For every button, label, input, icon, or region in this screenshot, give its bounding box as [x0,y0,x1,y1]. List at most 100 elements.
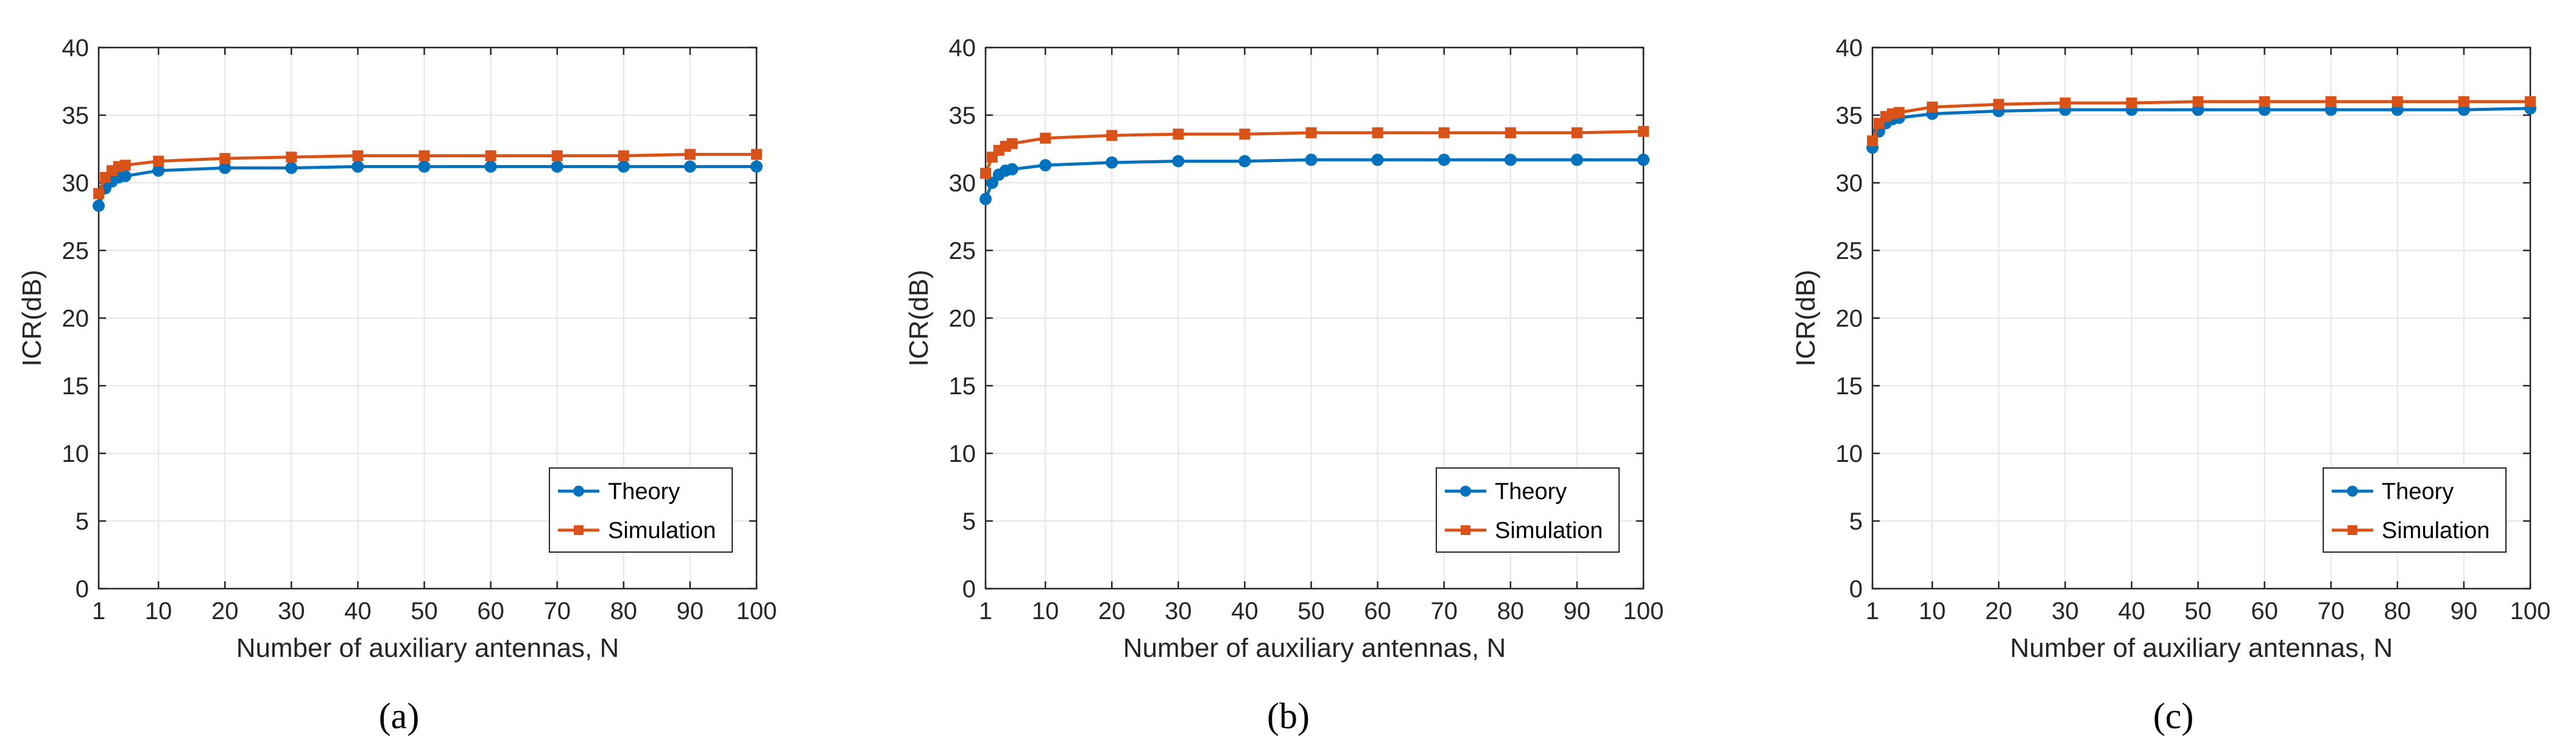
data-point-simulation [485,150,496,161]
panel-label: (a) [379,696,420,736]
data-point-simulation [153,155,164,167]
data-point-theory [418,160,431,173]
data-point-theory [1637,154,1650,166]
x-tick-label: 100 [2510,598,2551,625]
x-tick-label: 70 [2317,598,2345,625]
data-point-simulation [1372,127,1383,138]
data-point-simulation [1867,135,1878,147]
x-tick-label: 60 [477,598,504,625]
data-point-simulation [418,150,430,161]
y-axis-label: ICR(dB) [904,270,934,367]
data-point-theory [1172,155,1185,168]
data-point-simulation [119,160,131,171]
data-point-simulation [2391,96,2403,107]
x-axis-label: Number of auxiliary antennas, N [236,633,619,663]
y-tick-label: 35 [62,102,90,129]
x-tick-label: 40 [2118,598,2145,625]
y-tick-label: 25 [1836,238,1863,264]
x-tick-label: 10 [1919,598,1946,625]
x-tick-label: 30 [278,598,305,625]
legend-label-theory: Theory [1495,479,1567,505]
data-point-simulation [2192,96,2204,107]
data-point-simulation [551,150,563,161]
x-tick-label: 30 [1165,598,1192,625]
data-point-simulation [2059,97,2071,109]
y-tick-label: 30 [949,170,976,197]
panel-label: (b) [1267,696,1310,736]
y-tick-label: 20 [949,305,976,332]
chart-panel-b: 1 10 20 30 40 50 60 70 80 90 100 0 5 10 15 20 25 30 35 40 Nu… [904,35,1664,736]
x-tick-label: 80 [1497,598,1525,625]
legend-marker-theory [573,486,584,497]
x-tick-label: 100 [736,598,777,625]
legend-box [1436,467,1620,553]
data-point-simulation [1239,129,1251,140]
data-point-simulation [618,150,629,161]
x-tick-label: 50 [2184,598,2212,625]
data-point-simulation [751,149,762,160]
data-point-simulation [1040,132,1051,144]
y-tick-label: 25 [949,238,976,264]
y-axis-label: ICR(dB) [1791,270,1821,367]
data-point-simulation [2325,96,2337,107]
legend-label-theory: Theory [2382,479,2454,505]
data-point-theory [617,160,630,173]
data-point-simulation [1993,99,2005,110]
data-point-theory [683,160,696,173]
data-point-theory [219,161,231,174]
data-point-simulation [2259,96,2270,107]
legend: Theory Simulation [549,467,733,553]
data-point-simulation [1893,107,1905,118]
y-tick-label: 35 [1836,102,1863,129]
data-point-simulation [1305,127,1317,138]
y-tick-label: 40 [62,35,90,62]
y-tick-label: 0 [962,576,976,603]
data-point-theory [986,177,998,189]
x-tick-label: 80 [610,598,638,625]
x-tick-label: 10 [1032,598,1059,625]
y-tick-label: 15 [1836,373,1863,400]
data-point-theory [1238,155,1251,168]
data-point-theory [1106,156,1118,169]
x-tick-label: 50 [1297,598,1325,625]
legend-label-simulation: Simulation [1495,518,1603,544]
data-point-simulation [1173,129,1184,140]
chart-panel-a: 1 10 20 30 40 50 60 70 80 90 100 0 5 10 15 20 25 30 35 40 Nu… [17,35,777,736]
x-tick-label: 90 [1564,598,1591,625]
x-tick-label: 80 [2384,598,2412,625]
y-tick-label: 0 [1849,576,1863,603]
data-point-simulation [1927,101,1938,113]
legend-box [2323,467,2507,553]
x-axis-label: Number of auxiliary antennas, N [2010,633,2393,663]
data-point-simulation [1106,130,1118,141]
x-tick-label: 60 [1364,598,1391,625]
data-point-theory [1039,159,1052,172]
x-tick-label: 100 [1623,598,1664,625]
x-tick-label: 40 [1231,598,1258,625]
data-point-simulation [684,149,696,160]
x-axis-label: Number of auxiliary antennas, N [1123,633,1506,663]
y-tick-label: 10 [949,441,976,467]
data-point-theory [285,161,298,174]
y-tick-label: 5 [962,508,976,535]
legend-marker-theory [1460,486,1471,497]
x-tick-label: 20 [211,598,239,625]
y-tick-label: 15 [949,373,976,400]
y-tick-label: 5 [76,508,89,535]
data-point-theory [979,193,992,205]
legend: Theory Simulation [2323,467,2507,553]
y-tick-label: 10 [1836,441,1863,467]
chart-panel-c: 1 10 20 30 40 50 60 70 80 90 100 0 5 10 15 20 25 30 35 40 Nu… [1791,35,2550,736]
x-tick-label: 1 [979,598,992,625]
x-tick-label: 1 [92,598,105,625]
x-tick-label: 20 [1098,598,1126,625]
data-point-simulation [2458,96,2469,107]
x-tick-label: 1 [1866,598,1879,625]
x-tick-label: 30 [2052,598,2079,625]
data-point-simulation [1438,127,1450,138]
data-point-simulation [219,153,231,165]
x-tick-label: 90 [2451,598,2478,625]
legend-marker-theory [2347,486,2358,497]
legend-label-simulation: Simulation [2382,518,2490,544]
y-tick-label: 10 [62,441,90,467]
